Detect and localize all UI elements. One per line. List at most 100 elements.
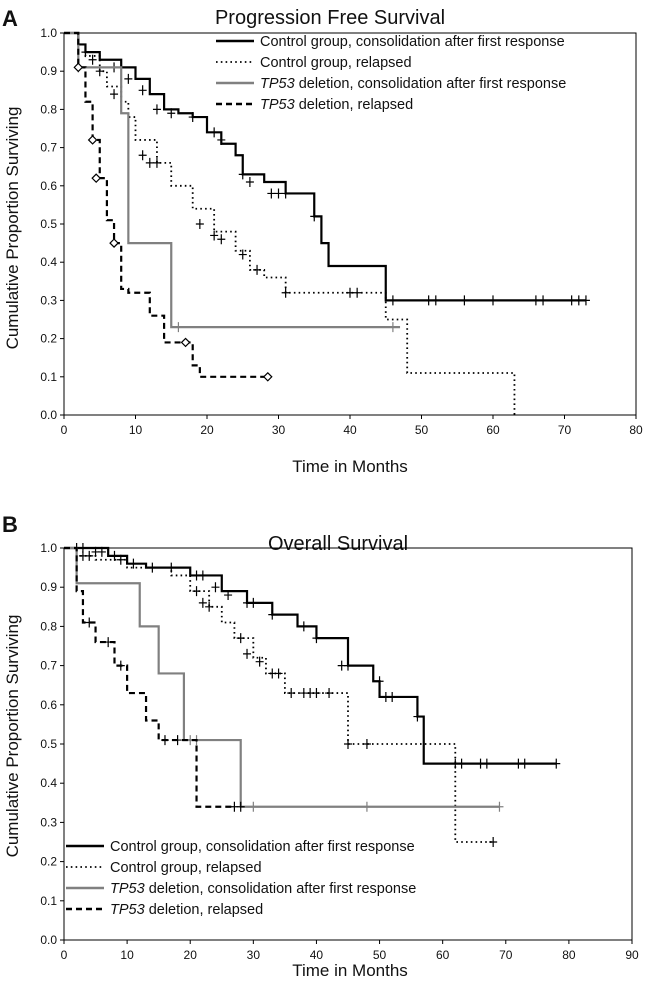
censor-mark bbox=[388, 295, 397, 306]
legend-label-italic: TP53 bbox=[260, 76, 295, 92]
y-tick-label: 0.3 bbox=[40, 293, 57, 307]
y-tick-label: 0.8 bbox=[40, 102, 57, 116]
legend-label-text: Control group, relapsed bbox=[260, 55, 412, 71]
y-tick-label: 0.6 bbox=[40, 179, 57, 193]
y-tick-label: 0.1 bbox=[40, 894, 57, 908]
censor-mark bbox=[567, 295, 576, 306]
censor-mark bbox=[236, 633, 245, 644]
series-line-0 bbox=[64, 31, 586, 302]
legend-label: TP53 deletion, relapsed bbox=[110, 902, 263, 918]
legend-label-text: Control group, consolidation after first… bbox=[110, 839, 415, 855]
y-tick-label: 0.9 bbox=[40, 64, 57, 78]
legend-label-italic: TP53 bbox=[110, 881, 145, 897]
x-tick-label: 60 bbox=[436, 948, 450, 962]
censor-mark bbox=[539, 295, 548, 306]
x-tick-label: 10 bbox=[120, 948, 134, 962]
censor-mark bbox=[388, 322, 397, 333]
censor-mark bbox=[489, 295, 497, 306]
x-tick-label: 40 bbox=[343, 423, 357, 437]
legend-entry: Control group, consolidation after first… bbox=[66, 839, 415, 855]
censor-mark bbox=[552, 758, 561, 769]
y-tick-label: 0.7 bbox=[40, 141, 57, 155]
censor-mark bbox=[173, 735, 182, 746]
censor-mark bbox=[249, 801, 258, 812]
censor-mark bbox=[236, 801, 245, 812]
chart-title: Progression Free Survival bbox=[215, 7, 445, 29]
legend-entry: TP53 deletion, consolidation after first… bbox=[66, 881, 416, 897]
censor-mark bbox=[138, 85, 147, 96]
censor-mark bbox=[152, 157, 161, 168]
censor-mark bbox=[192, 586, 201, 597]
legend-label-text: deletion, consolidation after first resp… bbox=[145, 881, 417, 897]
legend-label: TP53 deletion, consolidation after first… bbox=[260, 76, 566, 92]
y-tick-label: 0.5 bbox=[40, 217, 57, 231]
legend-label-text: deletion, relapsed bbox=[295, 97, 414, 113]
censor-mark bbox=[138, 150, 147, 161]
legend-label: TP53 deletion, relapsed bbox=[260, 97, 413, 113]
chart-title: Overall Survival bbox=[268, 533, 408, 555]
censor-mark bbox=[413, 711, 422, 722]
legend-entry: Control group, relapsed bbox=[66, 860, 262, 876]
x-tick-label: 60 bbox=[486, 423, 500, 437]
censor-mark bbox=[217, 234, 226, 245]
censor-mark bbox=[224, 590, 233, 601]
legend-entry: Control group, consolidation after first… bbox=[216, 34, 565, 50]
x-tick-label: 30 bbox=[247, 948, 261, 962]
y-tick-label: 0.6 bbox=[40, 698, 57, 712]
series-0 bbox=[64, 31, 590, 306]
censor-mark bbox=[375, 676, 384, 687]
censor-mark bbox=[344, 660, 352, 671]
x-axis-label: Time in Months bbox=[292, 457, 408, 476]
censor-mark bbox=[262, 371, 273, 382]
legend-label: Control group, consolidation after first… bbox=[110, 839, 415, 855]
censor-mark bbox=[85, 550, 94, 561]
censor-mark bbox=[210, 127, 219, 138]
censor-mark bbox=[238, 249, 247, 260]
censor-mark bbox=[245, 176, 254, 187]
legend-label-text: deletion, relapsed bbox=[145, 902, 264, 918]
series-2 bbox=[64, 546, 504, 812]
censor-mark bbox=[249, 597, 258, 608]
censor-mark bbox=[353, 287, 362, 298]
x-tick-label: 70 bbox=[499, 948, 513, 962]
censor-mark bbox=[124, 73, 133, 84]
legend-entry: TP53 deletion, consolidation after first… bbox=[216, 76, 566, 92]
x-tick-label: 80 bbox=[562, 948, 576, 962]
censor-mark bbox=[281, 287, 290, 298]
censor-mark bbox=[482, 758, 491, 769]
censor-mark bbox=[520, 758, 529, 769]
censor-mark bbox=[489, 837, 498, 847]
censor-mark bbox=[574, 295, 583, 306]
censor-mark bbox=[531, 295, 540, 306]
series-1 bbox=[64, 32, 516, 415]
legend-label-italic: TP53 bbox=[110, 902, 145, 918]
legend-label-text: Control group, consolidation after first… bbox=[260, 34, 565, 50]
x-tick-label: 90 bbox=[625, 948, 639, 962]
censor-mark bbox=[110, 550, 119, 561]
x-tick-label: 20 bbox=[200, 423, 214, 437]
legend-label: Control group, consolidation after first… bbox=[260, 34, 565, 50]
censor-mark bbox=[210, 230, 219, 241]
y-tick-label: 0.3 bbox=[40, 815, 57, 829]
censor-mark bbox=[312, 688, 321, 699]
y-axis-label: Cumulative Proportion Surviving bbox=[3, 615, 22, 858]
y-tick-label: 0.4 bbox=[40, 255, 57, 269]
series-line-3 bbox=[64, 31, 265, 378]
y-tick-label: 0.2 bbox=[40, 855, 57, 869]
x-tick-label: 30 bbox=[272, 423, 286, 437]
x-tick-label: 70 bbox=[558, 423, 572, 437]
censor-mark bbox=[253, 264, 262, 275]
censor-mark bbox=[362, 739, 371, 749]
censor-mark bbox=[87, 135, 98, 145]
legend-entry: Control group, relapsed bbox=[216, 55, 412, 71]
censor-mark bbox=[346, 287, 354, 298]
y-tick-label: 0.0 bbox=[40, 408, 57, 422]
censor-mark bbox=[180, 337, 191, 348]
censor-mark bbox=[211, 582, 220, 593]
censor-mark bbox=[145, 157, 154, 168]
censor-mark bbox=[91, 173, 102, 184]
censor-mark bbox=[325, 688, 334, 699]
y-tick-label: 0.7 bbox=[40, 659, 57, 673]
y-tick-label: 0.4 bbox=[40, 776, 57, 790]
y-tick-label: 0.9 bbox=[40, 580, 57, 594]
